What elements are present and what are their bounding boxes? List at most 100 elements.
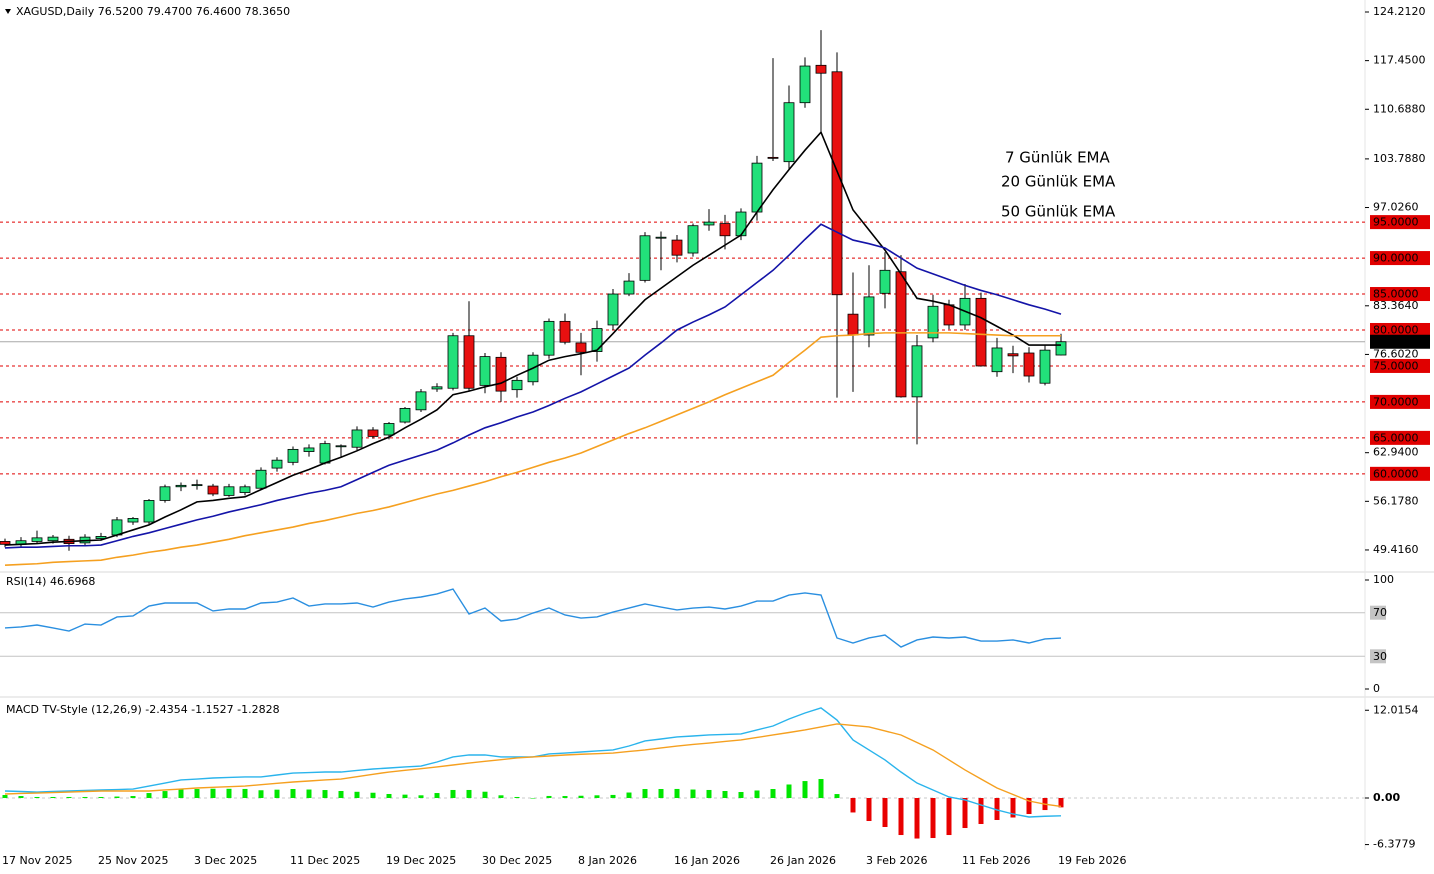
candle-body xyxy=(655,236,667,239)
x-tick-label: 25 Nov 2025 xyxy=(98,854,168,867)
x-tick-label: 3 Feb 2026 xyxy=(866,854,927,867)
macd-line xyxy=(4,723,1062,808)
candle-body xyxy=(1023,352,1035,377)
candle-body xyxy=(911,345,923,398)
histogram-bar xyxy=(658,789,664,799)
histogram-bar xyxy=(226,788,232,799)
level-label: 30 xyxy=(1373,650,1387,663)
candle-body xyxy=(879,269,891,294)
histogram-bar xyxy=(818,779,824,799)
level-label-box xyxy=(1370,287,1430,302)
histogram-bar xyxy=(418,795,424,799)
candle-body xyxy=(703,221,715,226)
histogram-bar xyxy=(306,789,312,799)
candle-body xyxy=(831,71,843,296)
histogram-bar xyxy=(690,789,696,799)
candle-body xyxy=(463,335,475,389)
level-label: 65.0000 xyxy=(1373,431,1419,444)
candle-body xyxy=(175,484,187,488)
y-tick-label: 12.0154 xyxy=(1373,703,1419,716)
x-tick-label: 8 Jan 2026 xyxy=(578,854,637,867)
candle-body xyxy=(543,320,555,356)
level-label: 95.0000 xyxy=(1373,216,1419,229)
candle-body xyxy=(847,313,859,336)
histogram-bar xyxy=(130,796,136,799)
histogram-bar xyxy=(738,792,744,799)
histogram-bar xyxy=(610,794,616,799)
histogram-bar xyxy=(722,790,728,799)
candle-body xyxy=(143,500,155,523)
candle-body xyxy=(111,519,123,536)
histogram-bar xyxy=(162,791,168,799)
legend-entry: 7 Günlük EMA xyxy=(1005,149,1110,167)
histogram-bar xyxy=(338,790,344,799)
candle-body xyxy=(751,162,763,213)
histogram-bar xyxy=(562,796,568,799)
histogram-bar xyxy=(1010,798,1016,818)
candle-body xyxy=(95,536,107,539)
histogram-bar xyxy=(50,796,56,799)
candle-body xyxy=(735,211,747,237)
candle-body xyxy=(431,386,443,390)
histogram-bar xyxy=(482,791,488,799)
histogram-bar xyxy=(962,798,968,829)
candle-body xyxy=(351,429,363,448)
histogram-bar xyxy=(930,798,936,839)
histogram-bar xyxy=(34,796,40,799)
histogram-bar xyxy=(98,796,104,799)
candle-body xyxy=(623,280,635,295)
candle-body xyxy=(319,443,331,464)
histogram-bar xyxy=(898,798,904,836)
candle-body xyxy=(575,342,587,353)
x-tick-label: 19 Dec 2025 xyxy=(386,854,456,867)
x-tick-label: 16 Jan 2026 xyxy=(674,854,740,867)
candle-body xyxy=(335,445,347,448)
candle-body xyxy=(767,156,779,159)
level-label: 70 xyxy=(1373,606,1387,619)
histogram-bar xyxy=(114,796,120,799)
candle-body xyxy=(687,225,699,254)
y-tick-label: 97.0260 xyxy=(1373,201,1419,214)
y-tick-label: 0.00 xyxy=(1373,791,1400,804)
level-label-box xyxy=(1370,466,1430,481)
level-label-box xyxy=(1370,605,1386,620)
candle-body xyxy=(559,320,571,343)
histogram-bar xyxy=(978,798,984,825)
header-arrow xyxy=(5,9,11,14)
histogram-bar xyxy=(82,796,88,799)
histogram-bar xyxy=(754,790,760,799)
level-label-box xyxy=(1370,322,1430,337)
chart-header: XAGUSD,Daily 76.5200 79.4700 76.4600 78.… xyxy=(16,5,290,18)
histogram-bar xyxy=(850,798,856,813)
level-label-box xyxy=(1370,251,1430,266)
histogram-bar xyxy=(18,796,24,799)
candle-body xyxy=(127,518,139,523)
histogram-bar xyxy=(802,781,808,799)
last-price-box xyxy=(1370,334,1430,349)
histogram-bar xyxy=(322,790,328,799)
y-tick-label: 124.2120 xyxy=(1373,5,1426,18)
candle-body xyxy=(1039,349,1051,384)
histogram-bar xyxy=(674,788,680,799)
level-label: 80.0000 xyxy=(1373,323,1419,336)
y-tick-label: 117.4500 xyxy=(1373,54,1426,67)
histogram-bar xyxy=(882,798,888,827)
candle-body xyxy=(511,379,523,391)
histogram-bar xyxy=(914,798,920,839)
histogram-bar xyxy=(498,795,504,799)
candle-body xyxy=(863,296,875,336)
ema-line xyxy=(4,130,1061,546)
legend-entry: 50 Günlük EMA xyxy=(1001,203,1116,221)
histogram-bar xyxy=(466,789,472,799)
x-tick-label: 17 Nov 2025 xyxy=(2,854,72,867)
legend-entry: 20 Günlük EMA xyxy=(1001,173,1116,191)
x-tick-label: 19 Feb 2026 xyxy=(1058,854,1126,867)
candle-body xyxy=(239,486,251,493)
candle-body xyxy=(815,64,827,74)
candle-body xyxy=(207,485,219,495)
x-tick-label: 3 Dec 2025 xyxy=(194,854,257,867)
rsi-line xyxy=(4,588,1062,648)
histogram-bar xyxy=(258,790,264,799)
rsi-title: RSI(14) 46.6968 xyxy=(6,575,95,588)
